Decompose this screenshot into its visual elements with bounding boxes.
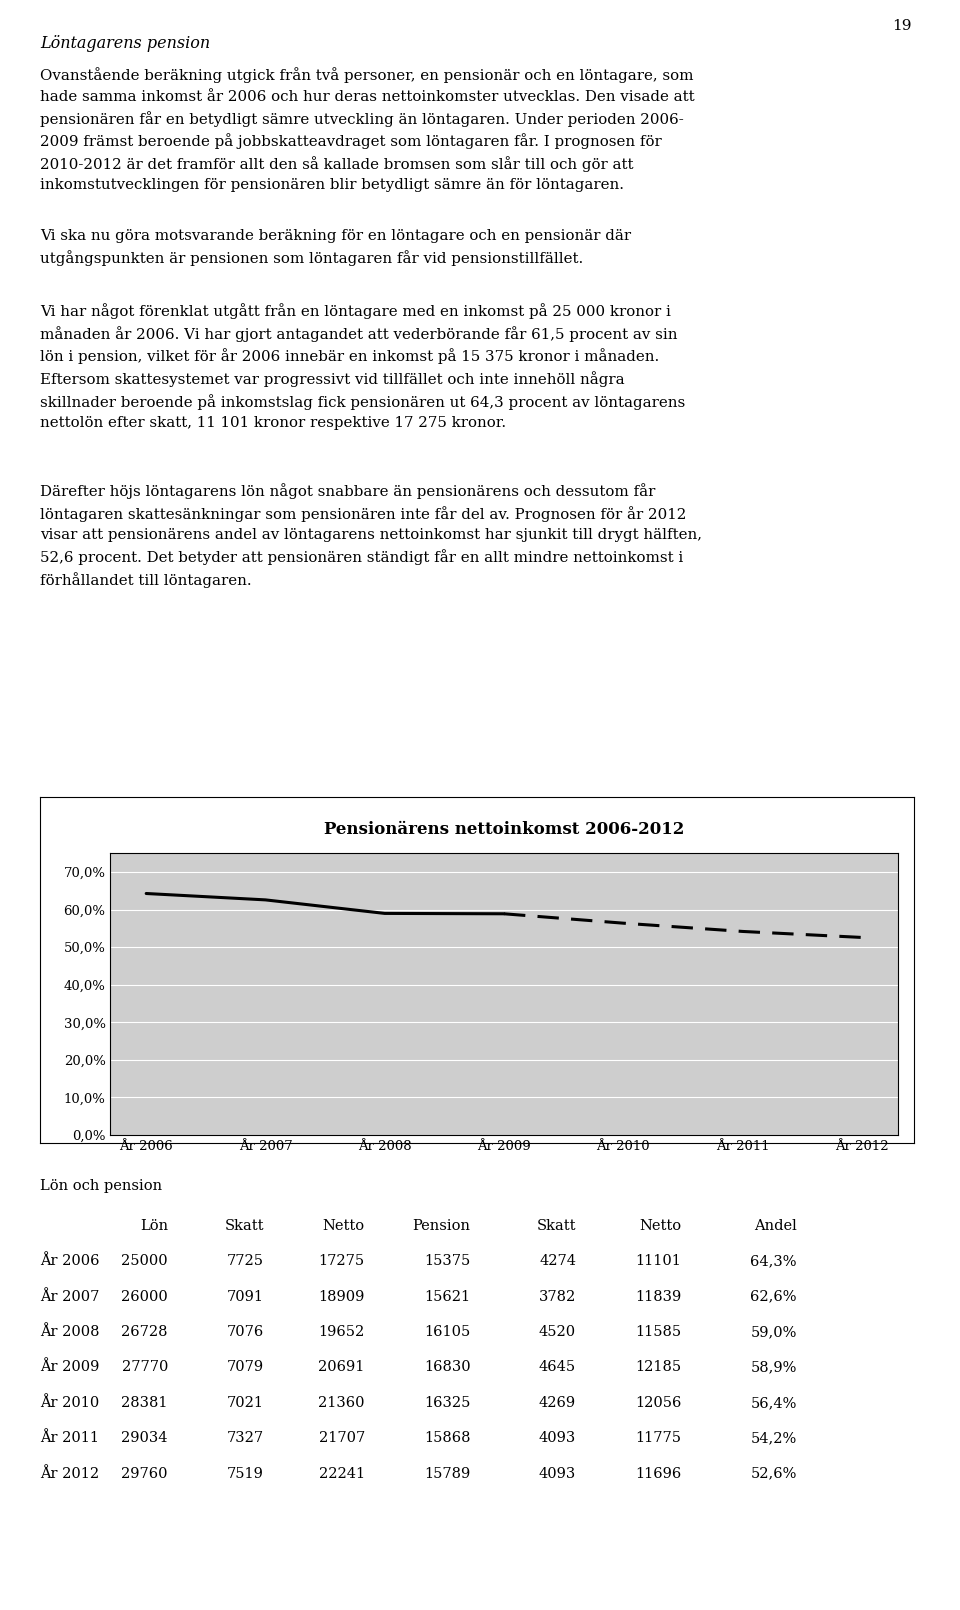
Text: 11696: 11696 (636, 1467, 682, 1481)
Text: 52,6%: 52,6% (751, 1467, 797, 1481)
Text: År 2012: År 2012 (40, 1467, 100, 1481)
Text: 19652: 19652 (319, 1325, 365, 1340)
Text: 7519: 7519 (228, 1467, 264, 1481)
Text: 17275: 17275 (319, 1254, 365, 1269)
Text: 12056: 12056 (636, 1396, 682, 1410)
Text: 26000: 26000 (121, 1290, 168, 1304)
Text: Andel: Andel (754, 1219, 797, 1233)
Text: År 2006: År 2006 (40, 1254, 100, 1269)
Text: 16105: 16105 (424, 1325, 470, 1340)
Text: Pension: Pension (413, 1219, 470, 1233)
Text: 20691: 20691 (319, 1360, 365, 1375)
Text: 29034: 29034 (122, 1431, 168, 1446)
Text: 25000: 25000 (121, 1254, 168, 1269)
Text: 21707: 21707 (319, 1431, 365, 1446)
Text: Skatt: Skatt (537, 1219, 576, 1233)
Text: 15789: 15789 (424, 1467, 470, 1481)
Text: 11839: 11839 (636, 1290, 682, 1304)
Text: 64,3%: 64,3% (751, 1254, 797, 1269)
Text: 7725: 7725 (227, 1254, 264, 1269)
Text: 15621: 15621 (424, 1290, 470, 1304)
Text: 7091: 7091 (227, 1290, 264, 1304)
Text: Lön: Lön (140, 1219, 168, 1233)
Text: År 2009: År 2009 (40, 1360, 100, 1375)
Text: 29760: 29760 (122, 1467, 168, 1481)
Text: Vi ska nu göra motsvarande beräkning för en löntagare och en pensionär där
utgån: Vi ska nu göra motsvarande beräkning för… (40, 229, 632, 266)
Text: Netto: Netto (639, 1219, 682, 1233)
Text: 26728: 26728 (122, 1325, 168, 1340)
Text: 3782: 3782 (539, 1290, 576, 1304)
Text: 11775: 11775 (636, 1431, 682, 1446)
Text: 27770: 27770 (122, 1360, 168, 1375)
Text: Ovanstående beräkning utgick från två personer, en pensionär och en löntagare, s: Ovanstående beräkning utgick från två pe… (40, 68, 695, 193)
Text: 28381: 28381 (122, 1396, 168, 1410)
Text: Lön och pension: Lön och pension (40, 1179, 162, 1193)
Text: 7021: 7021 (227, 1396, 264, 1410)
Text: Vi har något förenklat utgått från en löntagare med en inkomst på 25 000 kronor : Vi har något förenklat utgått från en lö… (40, 303, 685, 430)
Text: 15375: 15375 (424, 1254, 470, 1269)
Title: Pensionärens nettoinkomst 2006-2012: Pensionärens nettoinkomst 2006-2012 (324, 821, 684, 837)
Text: 19: 19 (893, 19, 912, 34)
Text: Löntagarens pension: Löntagarens pension (40, 35, 210, 53)
Text: 62,6%: 62,6% (751, 1290, 797, 1304)
Text: Skatt: Skatt (225, 1219, 264, 1233)
Text: 7327: 7327 (227, 1431, 264, 1446)
Text: 18909: 18909 (319, 1290, 365, 1304)
Text: 4645: 4645 (539, 1360, 576, 1375)
Text: 7076: 7076 (227, 1325, 264, 1340)
Text: 15868: 15868 (424, 1431, 470, 1446)
Text: 7079: 7079 (227, 1360, 264, 1375)
Text: 11585: 11585 (636, 1325, 682, 1340)
Text: År 2007: År 2007 (40, 1290, 100, 1304)
Text: 59,0%: 59,0% (751, 1325, 797, 1340)
Text: 11101: 11101 (636, 1254, 682, 1269)
Text: 58,9%: 58,9% (751, 1360, 797, 1375)
Text: 22241: 22241 (319, 1467, 365, 1481)
Text: 4274: 4274 (539, 1254, 576, 1269)
Text: 21360: 21360 (319, 1396, 365, 1410)
Text: 12185: 12185 (636, 1360, 682, 1375)
Text: 56,4%: 56,4% (751, 1396, 797, 1410)
Text: 4520: 4520 (539, 1325, 576, 1340)
Text: Därefter höjs löntagarens lön något snabbare än pensionärens och dessutom får
lö: Därefter höjs löntagarens lön något snab… (40, 483, 703, 588)
Text: År 2011: År 2011 (40, 1431, 99, 1446)
Text: 4269: 4269 (539, 1396, 576, 1410)
Text: 4093: 4093 (539, 1431, 576, 1446)
Text: 54,2%: 54,2% (751, 1431, 797, 1446)
Text: Netto: Netto (323, 1219, 365, 1233)
Text: 16325: 16325 (424, 1396, 470, 1410)
Text: 4093: 4093 (539, 1467, 576, 1481)
Text: År 2010: År 2010 (40, 1396, 100, 1410)
Text: 16830: 16830 (423, 1360, 470, 1375)
Text: År 2008: År 2008 (40, 1325, 100, 1340)
